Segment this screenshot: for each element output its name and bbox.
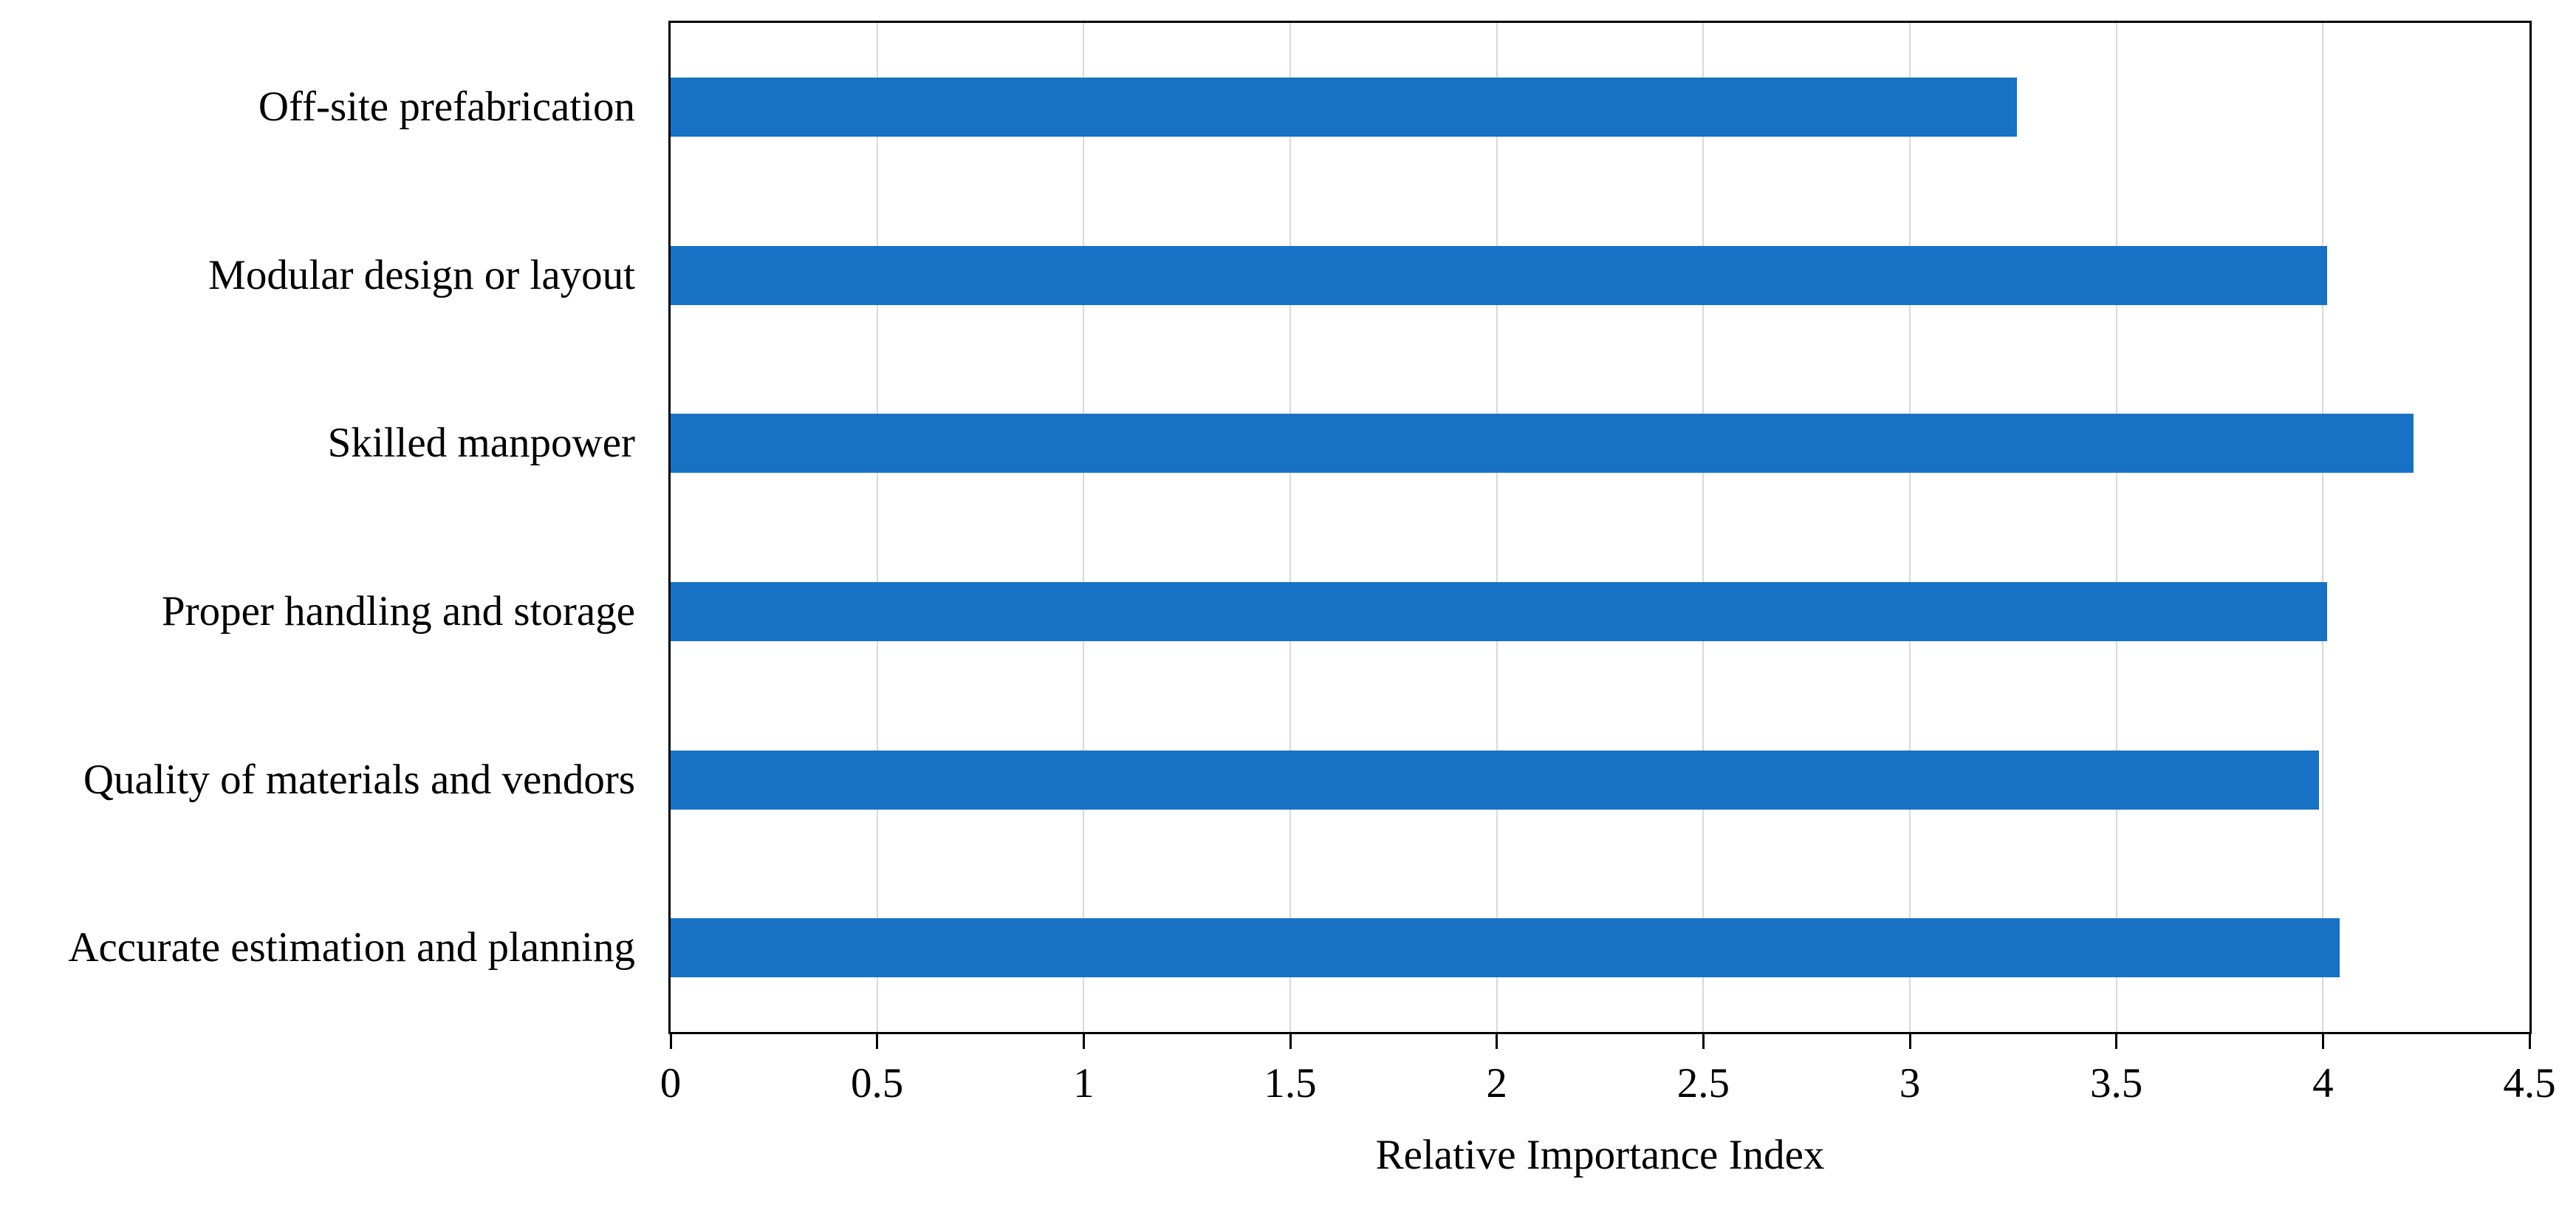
x-tick-mark-4 [2321, 1034, 2324, 1049]
bar-modular-design-or-layout [671, 245, 2327, 305]
bar-accurate-estimation-and-planning [671, 918, 2340, 978]
x-tick-mark-2 [1496, 1034, 1498, 1049]
x-tick-label-3: 3 [1899, 1060, 1921, 1107]
category-label-quality-of-materials-and-vendors: Quality of materials and vendors [83, 756, 635, 803]
x-tick-mark-2.5 [1702, 1034, 1705, 1049]
gridline-x-3.5 [2115, 23, 2117, 1032]
x-tick-label-0: 0 [660, 1060, 682, 1107]
plot-area [668, 21, 2532, 1034]
x-tick-label-3.5: 3.5 [2090, 1060, 2143, 1107]
category-label-modular-design-or-layout: Modular design or layout [208, 251, 635, 298]
bar-off-site-prefabrication [671, 77, 2018, 137]
bar-proper-handling-and-storage [671, 581, 2327, 641]
x-tick-label-1.5: 1.5 [1264, 1060, 1317, 1107]
bar-quality-of-materials-and-vendors [671, 750, 2319, 810]
category-label-accurate-estimation-and-planning: Accurate estimation and planning [68, 924, 635, 971]
gridline-x-1 [1083, 23, 1085, 1032]
x-tick-mark-1 [1082, 1034, 1085, 1049]
gridline-x-2 [1496, 23, 1498, 1032]
gridline-x-0.5 [876, 23, 878, 1032]
gridline-x-3 [1909, 23, 1911, 1032]
gridline-x-2.5 [1702, 23, 1705, 1032]
x-tick-mark-3 [1908, 1034, 1911, 1049]
x-tick-label-2: 2 [1486, 1060, 1507, 1107]
gridline-x-4 [2322, 23, 2324, 1032]
category-label-proper-handling-and-storage: Proper handling and storage [161, 587, 635, 635]
x-tick-label-1: 1 [1073, 1060, 1095, 1107]
x-tick-label-2.5: 2.5 [1676, 1060, 1730, 1107]
x-tick-mark-3.5 [2115, 1034, 2118, 1049]
x-axis-title: Relative Importance Index [1375, 1132, 1825, 1178]
bar-skilled-manpower [671, 414, 2414, 474]
category-label-off-site-prefabrication: Off-site prefabrication [258, 83, 635, 130]
x-tick-mark-0 [669, 1034, 672, 1049]
gridline-x-1.5 [1289, 23, 1291, 1032]
x-tick-label-4.5: 4.5 [2503, 1060, 2556, 1107]
category-label-skilled-manpower: Skilled manpower [327, 420, 635, 467]
x-tick-label-4: 4 [2312, 1060, 2334, 1107]
x-tick-label-0.5: 0.5 [851, 1060, 904, 1107]
x-tick-mark-4.5 [2528, 1034, 2531, 1049]
x-tick-mark-0.5 [876, 1034, 879, 1049]
x-tick-mark-1.5 [1289, 1034, 1292, 1049]
